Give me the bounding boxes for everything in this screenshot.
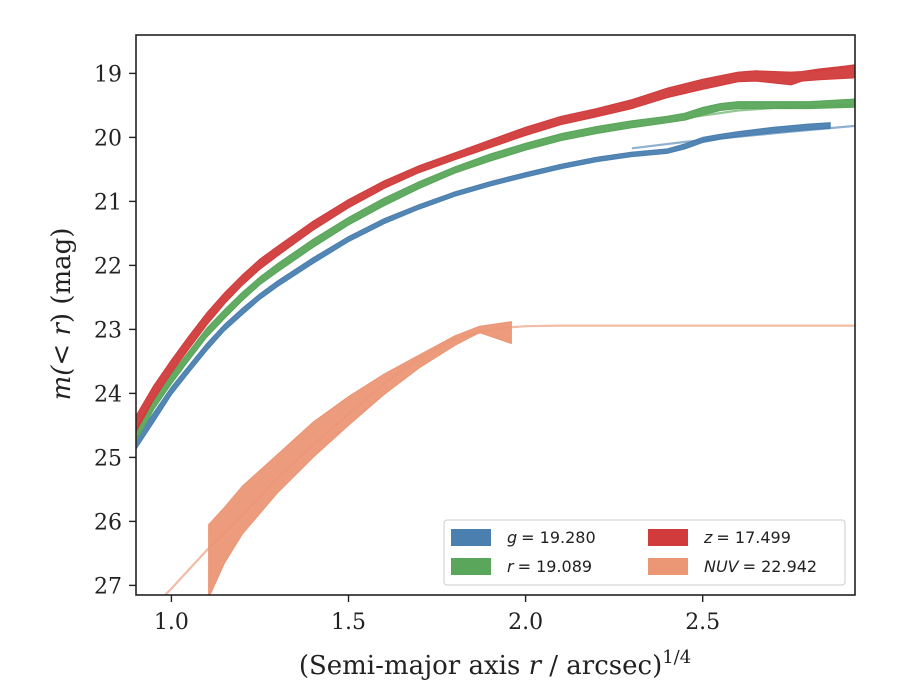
legend-var-g: g [507, 528, 517, 547]
x-tick-label: 2.0 [508, 610, 543, 635]
legend-value-g: = 19.280 [521, 528, 595, 547]
y-axis-label-suffix: ) (mag) [47, 228, 77, 324]
x-axis-label-var: r [529, 651, 543, 681]
legend-label-g: g = 19.280 [507, 528, 596, 547]
plot-frame [135, 34, 856, 596]
y-tick-label: 26 [94, 510, 122, 535]
y-tick-label: 20 [94, 126, 122, 151]
x-tick-label: 1.5 [331, 610, 366, 635]
band-r [136, 98, 855, 442]
x-axis-label: (Semi-major axis r / arcsec)1/4 [299, 647, 691, 681]
y-tick-label: 19 [94, 62, 122, 87]
y-axis-label-var: r [47, 322, 77, 336]
legend-swatch-z [648, 529, 688, 546]
legend-label-r: r = 19.089 [507, 557, 592, 576]
x-axis-label-prefix: (Semi-major axis [299, 651, 529, 681]
legend-label-z: z = 17.499 [703, 528, 791, 547]
legend-swatch-r [451, 558, 491, 575]
series-layer [136, 64, 855, 595]
x-tick-label: 1.0 [154, 610, 189, 635]
y-axis-label-lt: < [47, 336, 77, 366]
band-g [136, 122, 831, 451]
legend-frame [443, 519, 846, 586]
legend-label-nuv: NUV = 22.942 [704, 557, 817, 576]
legend-var-z: z [703, 528, 713, 547]
y-tick-label: 27 [94, 574, 122, 599]
y-tick-label: 23 [94, 318, 122, 343]
legend-var-r: r [507, 557, 515, 576]
band-nuv [208, 321, 512, 595]
y-tick-label: 22 [94, 254, 122, 279]
y-tick-label: 21 [94, 190, 122, 215]
y-axis-label-prefix: m( [47, 365, 77, 401]
legend-var-nuv: NUV [704, 557, 740, 576]
legend-swatch-g [451, 529, 491, 546]
x-tick-label: 2.5 [685, 610, 720, 635]
legend-value-nuv: = 22.942 [743, 557, 817, 576]
legend-swatch-nuv [648, 558, 688, 575]
y-tick-label: 24 [94, 382, 122, 407]
x-axis-label-sup: 1/4 [662, 647, 691, 668]
axes-layer: 1.0 1.5 2.0 2.5 19 20 21 22 23 24 25 26 27 [94, 62, 720, 635]
band-z [136, 64, 855, 433]
legend: g = 19.280 z = 17.499 r = 19.089 NUV = 22.94… [443, 519, 846, 586]
legend-value-r: = 19.089 [518, 557, 592, 576]
y-tick-label: 25 [94, 446, 122, 471]
y-axis-label: m(< r) (mag) [47, 228, 77, 401]
x-axis-label-suffix: / arcsec) [541, 651, 662, 681]
legend-value-z: = 17.499 [716, 528, 790, 547]
